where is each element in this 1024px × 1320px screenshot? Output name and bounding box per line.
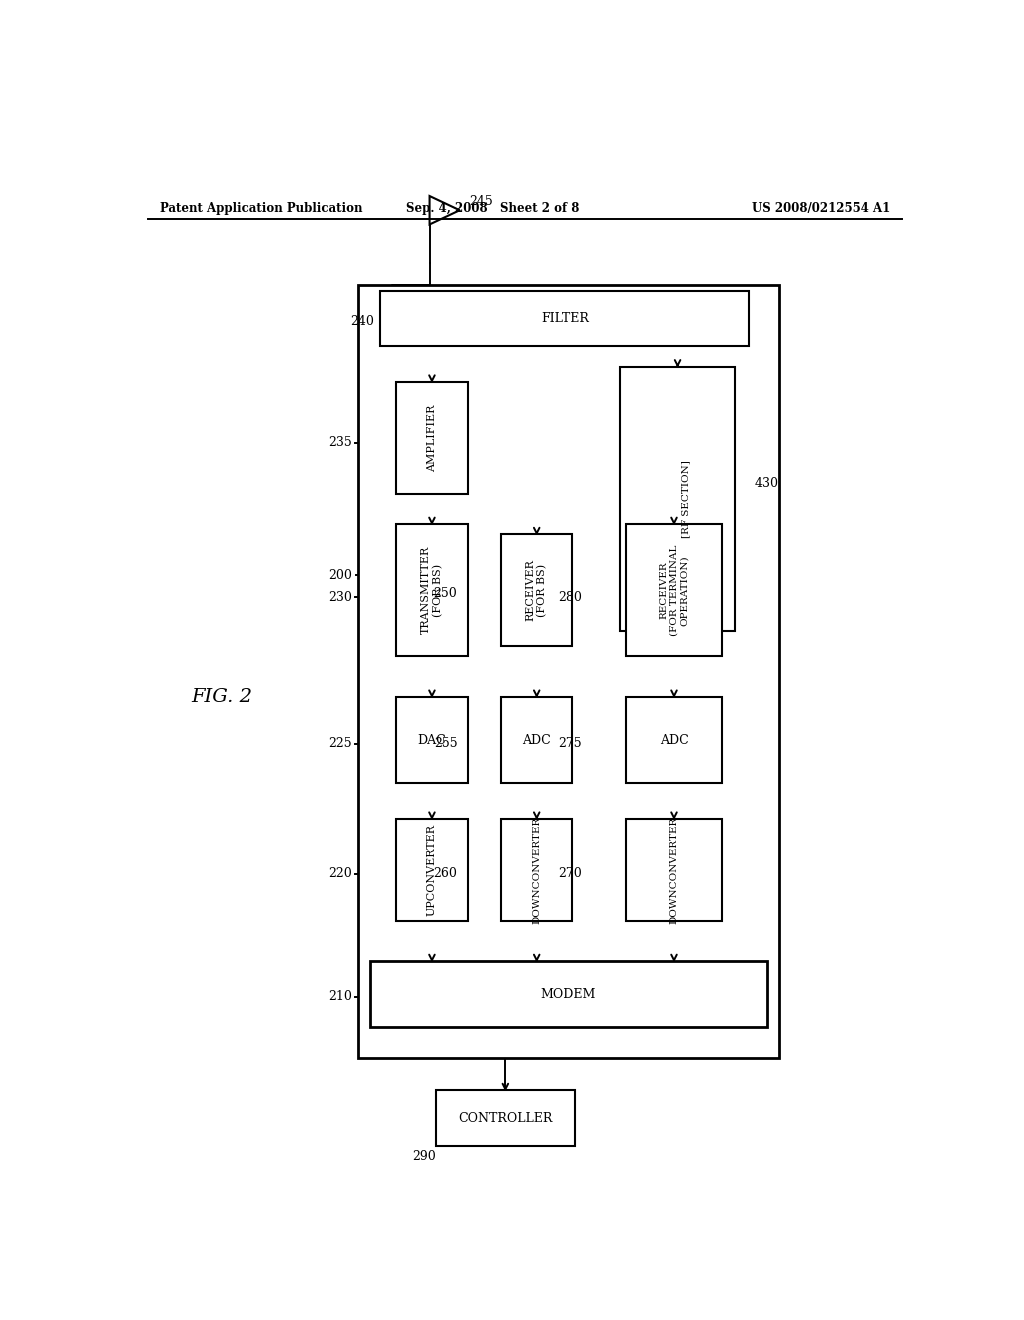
FancyBboxPatch shape bbox=[396, 381, 468, 494]
Text: [RF SECTION]: [RF SECTION] bbox=[681, 459, 690, 537]
FancyBboxPatch shape bbox=[380, 290, 750, 346]
Text: AMPLIFIER: AMPLIFIER bbox=[427, 404, 437, 471]
FancyBboxPatch shape bbox=[370, 961, 767, 1027]
FancyBboxPatch shape bbox=[396, 818, 468, 921]
FancyBboxPatch shape bbox=[358, 285, 779, 1057]
FancyBboxPatch shape bbox=[501, 818, 572, 921]
Text: MODEM: MODEM bbox=[541, 987, 596, 1001]
Text: DOWNCONVERTER: DOWNCONVERTER bbox=[670, 816, 679, 924]
Text: CONTROLLER: CONTROLLER bbox=[458, 1111, 553, 1125]
Text: 270: 270 bbox=[558, 867, 582, 880]
FancyBboxPatch shape bbox=[627, 697, 722, 784]
FancyBboxPatch shape bbox=[501, 535, 572, 647]
Text: ADC: ADC bbox=[659, 734, 688, 747]
Text: 235: 235 bbox=[328, 437, 352, 450]
FancyBboxPatch shape bbox=[436, 1090, 574, 1146]
Text: DAC: DAC bbox=[418, 734, 446, 747]
Text: Sep. 4, 2008   Sheet 2 of 8: Sep. 4, 2008 Sheet 2 of 8 bbox=[407, 202, 580, 215]
Text: 430: 430 bbox=[755, 477, 779, 490]
Text: 290: 290 bbox=[412, 1150, 436, 1163]
Text: FILTER: FILTER bbox=[541, 312, 589, 325]
Text: 280: 280 bbox=[558, 591, 582, 605]
Text: FIG. 2: FIG. 2 bbox=[191, 688, 252, 706]
Text: UPCONVERTER: UPCONVERTER bbox=[427, 824, 437, 916]
Text: DOWNCONVERTER: DOWNCONVERTER bbox=[532, 816, 542, 924]
Text: 225: 225 bbox=[328, 738, 352, 750]
Text: US 2008/0212554 A1: US 2008/0212554 A1 bbox=[752, 202, 890, 215]
Text: 255: 255 bbox=[434, 738, 458, 750]
Text: Patent Application Publication: Patent Application Publication bbox=[160, 202, 362, 215]
Text: 230: 230 bbox=[328, 591, 352, 605]
Text: 210: 210 bbox=[328, 990, 352, 1003]
Text: TRANSMITTER
(FOR BS): TRANSMITTER (FOR BS) bbox=[421, 546, 443, 635]
FancyBboxPatch shape bbox=[396, 524, 468, 656]
Text: 275: 275 bbox=[558, 738, 582, 750]
Text: 245: 245 bbox=[469, 195, 493, 209]
FancyBboxPatch shape bbox=[396, 697, 468, 784]
Text: RECEIVER
(FOR BS): RECEIVER (FOR BS) bbox=[525, 560, 548, 622]
Text: 220: 220 bbox=[328, 867, 352, 880]
Text: 200: 200 bbox=[328, 569, 352, 582]
FancyBboxPatch shape bbox=[620, 367, 735, 631]
Text: 240: 240 bbox=[350, 314, 374, 327]
Text: ADC: ADC bbox=[522, 734, 551, 747]
Text: 250: 250 bbox=[433, 587, 458, 599]
FancyBboxPatch shape bbox=[627, 818, 722, 921]
Text: 260: 260 bbox=[433, 867, 458, 880]
FancyBboxPatch shape bbox=[501, 697, 572, 784]
FancyBboxPatch shape bbox=[627, 524, 722, 656]
Text: RECEIVER
(FOR TERMINAL
OPERATION): RECEIVER (FOR TERMINAL OPERATION) bbox=[659, 545, 689, 636]
